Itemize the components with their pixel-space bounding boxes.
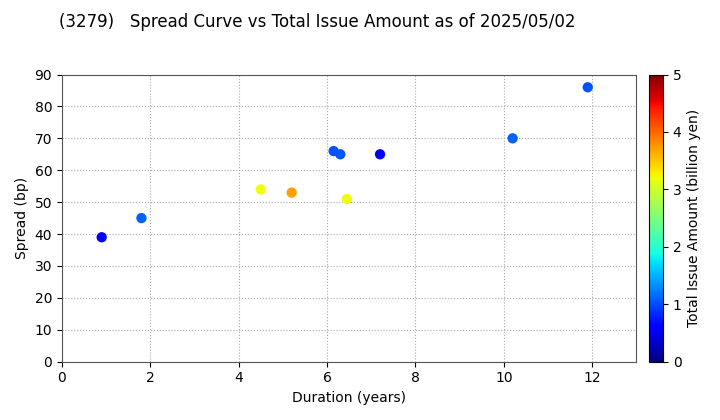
Point	[341, 196, 353, 202]
Y-axis label: Total Issue Amount (billion yen): Total Issue Amount (billion yen)	[687, 109, 701, 327]
Point	[96, 234, 107, 241]
Point	[328, 148, 339, 155]
Point	[286, 189, 297, 196]
Point	[135, 215, 147, 221]
Point	[582, 84, 593, 91]
X-axis label: Duration (years): Duration (years)	[292, 391, 406, 405]
Y-axis label: Spread (bp): Spread (bp)	[15, 177, 29, 259]
Point	[374, 151, 386, 158]
Point	[507, 135, 518, 142]
Text: (3279)   Spread Curve vs Total Issue Amount as of 2025/05/02: (3279) Spread Curve vs Total Issue Amoun…	[58, 13, 575, 31]
Point	[255, 186, 266, 193]
Point	[335, 151, 346, 158]
